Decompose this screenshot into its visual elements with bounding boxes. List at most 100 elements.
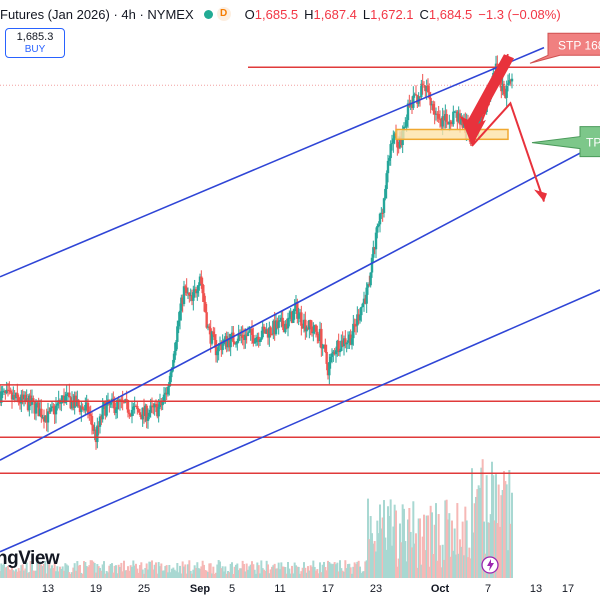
volume-bar xyxy=(171,568,173,578)
candle-body xyxy=(313,325,316,332)
candle-body xyxy=(382,198,386,213)
volume-bar xyxy=(416,567,419,578)
volume-bar xyxy=(376,520,379,578)
volume-bar xyxy=(111,563,113,578)
volume-bar xyxy=(377,533,380,578)
candle-body xyxy=(45,415,48,423)
volume-bar xyxy=(308,570,311,578)
volume-bar xyxy=(83,561,85,578)
volume-bar xyxy=(264,570,267,578)
annotation-labels[interactable]: STP 168 TP xyxy=(481,32,600,574)
candle-body xyxy=(88,413,91,415)
candle-body xyxy=(224,336,227,340)
candle-body xyxy=(206,326,210,328)
candle-body xyxy=(76,400,79,407)
ohlc-high-label: H xyxy=(304,6,314,22)
candle-body xyxy=(240,334,243,336)
candle-body xyxy=(104,401,107,416)
candle-body xyxy=(289,311,292,318)
volume-bar xyxy=(268,573,271,578)
volume-bar xyxy=(409,531,412,578)
volume-bar xyxy=(320,572,323,578)
volume-bar xyxy=(367,498,369,578)
ohlc-change-value: −1.3 (−0.08%) xyxy=(478,6,561,22)
volume-bar xyxy=(509,523,512,578)
candle-body xyxy=(180,297,183,311)
volume-bar xyxy=(381,517,384,578)
candle-body xyxy=(36,402,39,404)
volume-bar xyxy=(236,563,239,578)
volume-bar xyxy=(139,565,141,578)
candle-body xyxy=(434,113,438,115)
volume-bar xyxy=(487,522,489,578)
candle-body xyxy=(305,327,308,332)
volume-bar xyxy=(169,572,172,578)
candle-body xyxy=(388,158,391,161)
candle-body xyxy=(504,94,507,98)
candle-body xyxy=(317,335,320,341)
volume-bar xyxy=(213,573,216,578)
horizontal-levels[interactable] xyxy=(0,66,600,474)
candle-body xyxy=(436,113,439,115)
candle-body xyxy=(102,401,106,407)
tradingview-logo[interactable]: ngView xyxy=(0,548,60,569)
buy-button[interactable]: 1,685.3 BUY xyxy=(5,28,65,58)
ohlc-open-label: O xyxy=(244,6,255,22)
volume-bar xyxy=(387,506,389,578)
candle-body xyxy=(86,402,90,414)
candle-body xyxy=(92,425,95,431)
volume-bar xyxy=(221,566,224,578)
volume-bar xyxy=(499,526,501,578)
volume-bar xyxy=(64,563,67,578)
volume-bar xyxy=(389,499,392,578)
volume-bar xyxy=(108,565,111,578)
candle-body xyxy=(194,289,198,294)
candle-body xyxy=(122,401,126,403)
volume-bar xyxy=(321,564,324,578)
candle-body xyxy=(9,390,12,393)
volume-bar xyxy=(80,572,83,578)
candle-body xyxy=(140,415,143,420)
delayed-data-badge[interactable]: D xyxy=(216,7,231,21)
volume-bar xyxy=(312,560,315,578)
volume-bar xyxy=(423,514,425,578)
candle-body xyxy=(48,411,51,413)
candle-body xyxy=(366,284,370,288)
ohlc-low-label: L xyxy=(362,6,371,22)
volume-bar xyxy=(341,570,344,578)
candle-body xyxy=(82,409,86,411)
candle-body xyxy=(160,401,163,406)
volume-bar xyxy=(448,513,451,578)
volume-bar xyxy=(191,573,193,578)
volume-bar xyxy=(355,564,357,578)
volume-bar xyxy=(257,565,260,578)
volume-bar xyxy=(52,568,55,578)
volume-bar xyxy=(215,572,217,578)
candle-body xyxy=(32,398,35,402)
candle-body xyxy=(205,312,208,328)
candle-body xyxy=(212,331,215,335)
volume-bar xyxy=(396,566,399,578)
candle-body xyxy=(242,338,246,341)
trend-channel[interactable] xyxy=(0,46,600,553)
candle-body xyxy=(113,402,116,414)
projection-arrows[interactable] xyxy=(460,53,547,202)
candle-body xyxy=(20,394,23,404)
volume-bar xyxy=(380,528,383,578)
volume-bar xyxy=(491,461,493,578)
candle-body xyxy=(396,136,399,148)
candle-body xyxy=(340,340,343,351)
volume-bar xyxy=(473,503,476,578)
symbol-title[interactable]: Futures (Jan 2026) · 4h · NYMEX xyxy=(0,6,194,22)
candle-body xyxy=(70,400,74,409)
volume-bar xyxy=(205,570,208,578)
arrow-head-final xyxy=(534,189,547,202)
entry-zone[interactable] xyxy=(395,128,509,141)
volume-bar xyxy=(455,554,457,578)
candle-body xyxy=(358,315,362,321)
candle-body xyxy=(386,160,390,174)
candle-body xyxy=(346,340,350,343)
candle-body xyxy=(502,83,506,95)
